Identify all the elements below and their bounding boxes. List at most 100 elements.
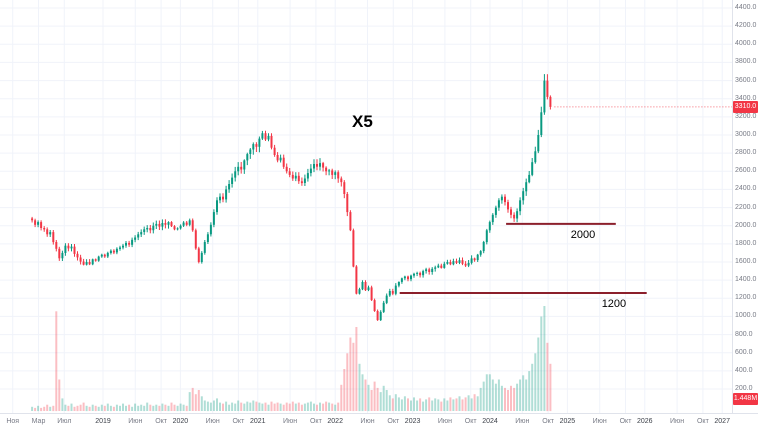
price-tick: 1400.0 bbox=[735, 276, 757, 284]
candle-body bbox=[507, 202, 509, 210]
volume-bar bbox=[419, 398, 422, 411]
price-tick: 200.0 bbox=[735, 385, 753, 392]
volume-bar bbox=[488, 374, 491, 412]
candle-body bbox=[394, 285, 397, 294]
candle-body bbox=[522, 191, 525, 201]
chart-pane[interactable]: 2000 1200 bbox=[0, 0, 732, 413]
candle-body bbox=[146, 228, 149, 230]
volume-bar bbox=[443, 398, 446, 411]
volume-bar bbox=[43, 406, 46, 411]
volume-bar bbox=[400, 399, 403, 411]
candle-body bbox=[285, 166, 288, 172]
volume-bar bbox=[455, 398, 458, 411]
candle-body bbox=[549, 96, 552, 107]
candle-body bbox=[261, 133, 264, 139]
time-tick-month: Окт bbox=[464, 418, 477, 425]
candle-body bbox=[479, 251, 482, 255]
volume-bar bbox=[425, 399, 428, 411]
time-tick-month: Июн bbox=[205, 418, 220, 425]
volume-bar bbox=[513, 387, 516, 411]
volume-bar bbox=[85, 405, 88, 412]
volume-bar bbox=[461, 399, 464, 411]
volume-bar bbox=[510, 385, 512, 411]
volume-bar bbox=[361, 374, 364, 412]
candle-body bbox=[325, 167, 328, 172]
volume-bar bbox=[397, 397, 400, 412]
candle-body bbox=[252, 144, 255, 150]
level-label-1200[interactable]: 1200 bbox=[602, 298, 626, 310]
time-tick-year: 2020 bbox=[172, 418, 189, 425]
candle-body bbox=[88, 262, 91, 265]
candle-body bbox=[155, 223, 158, 226]
price-tick: 2600.0 bbox=[735, 167, 757, 175]
candle-body bbox=[167, 222, 170, 225]
candle-body bbox=[473, 258, 476, 261]
volume-bar bbox=[540, 316, 543, 411]
candle-body bbox=[255, 144, 258, 147]
volume-bar bbox=[58, 379, 61, 411]
candle-body bbox=[306, 173, 309, 179]
candle-body bbox=[267, 135, 270, 140]
volume-bar bbox=[152, 405, 155, 412]
candle-body bbox=[152, 225, 155, 231]
volume-bar bbox=[146, 402, 149, 411]
candle-body bbox=[425, 269, 428, 272]
price-tick: 2400.0 bbox=[735, 185, 757, 193]
volume-bar bbox=[52, 405, 55, 412]
time-tick-month: Окт bbox=[387, 418, 400, 425]
volume-bar bbox=[243, 403, 246, 411]
candle-body bbox=[49, 232, 52, 235]
volume-bar bbox=[125, 405, 127, 412]
candle-body bbox=[476, 254, 479, 261]
candle-body bbox=[491, 214, 494, 223]
volume-bar bbox=[531, 363, 534, 412]
price-tick: 1200.0 bbox=[735, 294, 757, 302]
volume-bar bbox=[91, 404, 94, 411]
candle-body bbox=[434, 267, 437, 269]
volume-bar bbox=[355, 327, 358, 411]
volume-bar bbox=[155, 404, 158, 411]
price-tick: 800.0 bbox=[735, 330, 753, 338]
volume-bar bbox=[252, 400, 255, 411]
candle-body bbox=[470, 258, 473, 263]
volume-bar bbox=[285, 402, 288, 411]
volume-bar bbox=[219, 402, 221, 411]
candle-body bbox=[282, 157, 285, 167]
volume-bar bbox=[516, 383, 519, 411]
candle-body bbox=[200, 252, 203, 262]
volume-bar bbox=[55, 311, 58, 412]
volume-bar bbox=[267, 404, 270, 411]
volume-bar bbox=[440, 401, 443, 412]
candle-body bbox=[500, 196, 503, 201]
candle-body bbox=[273, 147, 276, 155]
candle-body bbox=[322, 163, 325, 168]
candle-body bbox=[243, 160, 246, 170]
volume-bar bbox=[282, 404, 285, 411]
volume-bar bbox=[413, 397, 415, 412]
volume-bar bbox=[500, 385, 503, 411]
candle-body bbox=[234, 171, 237, 178]
candle-body bbox=[334, 172, 337, 175]
candle-body bbox=[212, 212, 215, 225]
candle-body bbox=[288, 171, 291, 175]
candle-body bbox=[164, 223, 167, 225]
candle-body bbox=[355, 266, 358, 294]
price-tick: 1800.0 bbox=[735, 239, 757, 247]
candle-body bbox=[91, 259, 94, 265]
candle-body bbox=[31, 218, 34, 221]
volume-bar bbox=[182, 404, 185, 411]
volume-bar bbox=[300, 404, 303, 411]
candle-body bbox=[182, 222, 185, 226]
level-label-2000[interactable]: 2000 bbox=[571, 229, 595, 241]
volume-bar bbox=[434, 398, 437, 411]
candle-body bbox=[416, 272, 419, 274]
time-axis[interactable]: Ноя Мар Июл 2019 Июн Окт 2020 Июн Окт 2021 Июн Окт 2… bbox=[0, 413, 758, 431]
candle-body bbox=[328, 170, 331, 172]
volume-bar bbox=[385, 390, 388, 411]
price-axis[interactable]: 3310.0 1.448M 4400.0 4200.0 4000.0 3800.0 36… bbox=[732, 0, 758, 413]
symbol-annotation[interactable]: X5 bbox=[352, 112, 373, 131]
volume-bar bbox=[467, 395, 470, 412]
candle-body bbox=[431, 268, 434, 272]
time-tick-month: Окт bbox=[696, 418, 709, 425]
time-tick-year: 2024 bbox=[482, 418, 498, 425]
